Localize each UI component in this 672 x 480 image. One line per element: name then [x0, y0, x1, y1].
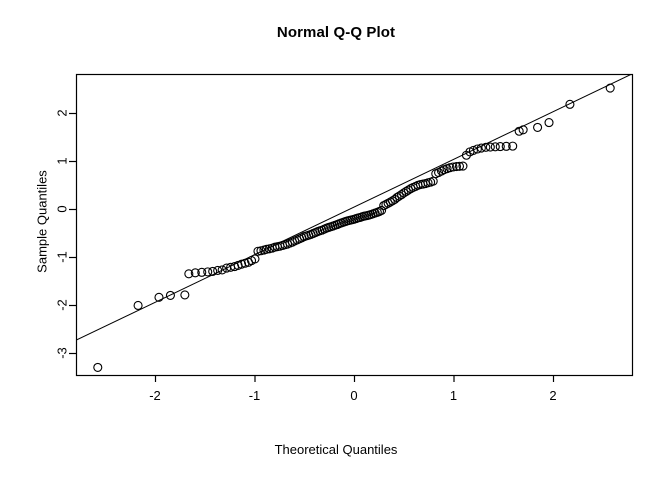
data-point: [190, 268, 200, 278]
data-point: [472, 144, 482, 154]
data-point: [383, 198, 393, 208]
data-point: [454, 161, 465, 171]
data-point: [481, 142, 491, 152]
data-point: [250, 254, 260, 264]
y-tick-label: -2: [55, 299, 70, 311]
data-layer: [76, 74, 632, 372]
data-point: [377, 205, 387, 215]
y-tick-label: 2: [55, 109, 70, 116]
x-tick-label: -2: [149, 388, 161, 403]
data-point: [154, 292, 164, 302]
data-point: [403, 185, 413, 195]
data-point: [495, 142, 505, 152]
data-point: [448, 162, 458, 172]
y-tick-label: -1: [55, 251, 70, 263]
x-tick-label: 2: [549, 388, 556, 403]
data-point: [458, 161, 468, 171]
plot-border-box: [75, 73, 634, 377]
data-point: [451, 161, 462, 172]
data-point: [208, 266, 218, 276]
x-tick-label: -1: [249, 388, 261, 403]
data-point: [184, 269, 194, 279]
data-point: [514, 126, 524, 136]
data-point: [253, 246, 263, 256]
data-point: [565, 99, 575, 109]
data-point: [533, 122, 543, 132]
qq-reference-line: [76, 74, 632, 341]
page-title: Normal Q-Q Plot: [276, 24, 396, 41]
data-point: [508, 141, 518, 151]
data-point: [476, 143, 486, 153]
data-point: [180, 290, 190, 300]
data-point: [501, 141, 511, 151]
data-point: [197, 267, 207, 277]
data-point: [428, 176, 438, 186]
data-point: [203, 267, 213, 277]
x-tick-label: 1: [450, 388, 457, 403]
x-axis-label: Theoretical Quantiles: [274, 442, 398, 457]
data-point: [385, 197, 395, 207]
data-point: [397, 190, 407, 200]
x-tick-label: 0: [350, 388, 357, 403]
data-point: [133, 300, 143, 311]
data-point: [213, 265, 223, 275]
data-point: [401, 186, 411, 197]
data-point: [237, 259, 247, 269]
data-point: [392, 192, 402, 203]
data-point: [518, 125, 528, 135]
data-point: [544, 118, 554, 128]
y-axis-label: Sample Quantiles: [34, 170, 50, 273]
data-point: [217, 265, 227, 275]
data-point: [437, 166, 447, 176]
y-tick-label: 1: [55, 157, 70, 164]
data-point: [93, 362, 103, 372]
y-tick-label: -3: [55, 347, 70, 359]
data-point: [468, 145, 478, 155]
data-point: [240, 258, 250, 268]
data-point: [490, 142, 500, 152]
data-point: [394, 191, 404, 201]
data-point: [399, 188, 409, 198]
data-point: [165, 290, 175, 300]
data-point: [261, 244, 271, 254]
data-point: [485, 142, 495, 152]
y-tick-label: 0: [55, 205, 70, 212]
data-point: [605, 83, 615, 93]
